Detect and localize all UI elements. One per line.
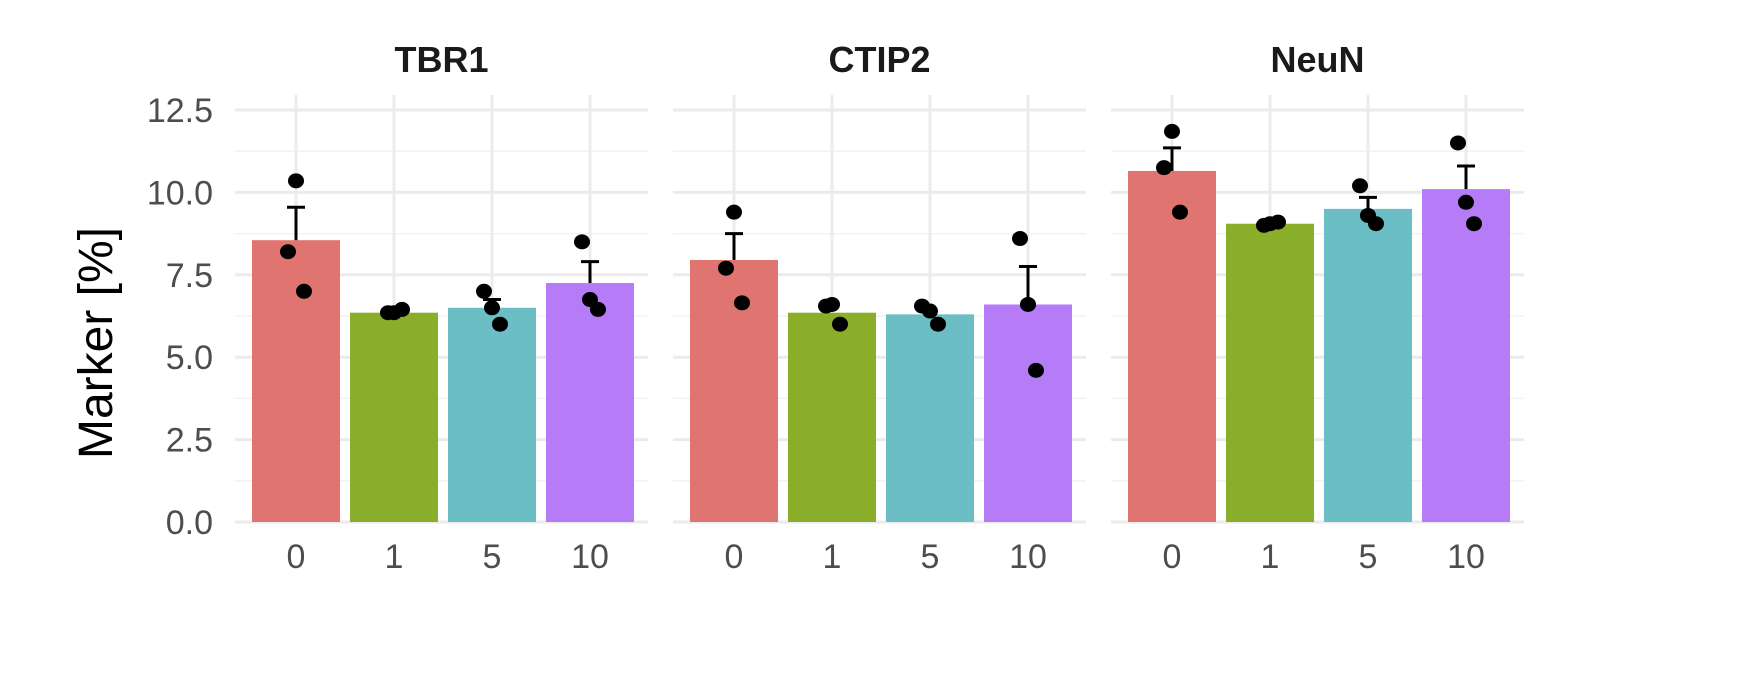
bar [546, 283, 634, 522]
y-tick-label: 12.5 [147, 92, 213, 130]
data-point [476, 283, 492, 299]
data-point [288, 173, 304, 189]
bar [690, 259, 778, 522]
panel-title: TBR1 [394, 39, 488, 80]
data-point [1352, 178, 1368, 194]
x-tick-label: 5 [1359, 538, 1378, 576]
y-tick-label: 10.0 [147, 174, 213, 212]
x-tick-label: 5 [483, 538, 502, 576]
bar [788, 312, 876, 522]
data-point [1450, 135, 1466, 151]
data-point [922, 303, 938, 319]
x-axis-ticks: 0 1 5 10 0 1 5 10 0 1 5 10 [287, 538, 1485, 576]
y-tick-label: 0.0 [166, 504, 213, 542]
panel-titles: TBR1 CTIP2 NeuN [394, 39, 1364, 80]
data-point [930, 316, 946, 332]
bar [252, 240, 340, 522]
x-tick-label: 1 [1261, 538, 1280, 576]
data-point [1020, 296, 1036, 312]
data-point [1012, 231, 1028, 247]
data-point [1458, 194, 1474, 210]
x-tick-label: 1 [385, 538, 404, 576]
x-tick-label: 10 [1447, 538, 1485, 576]
data-point [718, 260, 734, 276]
data-point [1466, 216, 1482, 232]
data-point [1270, 214, 1286, 230]
data-point [1172, 204, 1188, 220]
bar [448, 307, 536, 522]
error-bars [287, 146, 1475, 308]
data-point [1368, 216, 1384, 232]
data-point [574, 234, 590, 250]
x-tick-label: 1 [823, 538, 842, 576]
data-point [394, 301, 410, 317]
x-tick-label: 5 [921, 538, 940, 576]
data-point [280, 244, 296, 260]
bar [1128, 170, 1216, 522]
data-points [280, 123, 1482, 378]
x-tick-label: 10 [1009, 538, 1047, 576]
bar [886, 314, 974, 522]
panel-title: CTIP2 [828, 39, 930, 80]
data-point [734, 295, 750, 311]
x-tick-label: 0 [725, 538, 744, 576]
y-tick-label: 2.5 [166, 422, 213, 460]
bar [984, 304, 1072, 522]
y-tick-label: 7.5 [166, 257, 213, 295]
y-tick-label: 5.0 [166, 339, 213, 377]
x-tick-label: 10 [571, 538, 609, 576]
data-point [484, 300, 500, 316]
data-point [726, 204, 742, 220]
data-point [590, 301, 606, 317]
y-axis-title: Marker [%] [70, 227, 123, 459]
bars [252, 170, 1510, 522]
x-tick-label: 0 [287, 538, 306, 576]
data-point [492, 316, 508, 332]
bar [350, 312, 438, 522]
panel-title: NeuN [1270, 39, 1364, 80]
x-tick-label: 0 [1163, 538, 1182, 576]
data-point [824, 296, 840, 312]
data-point [1164, 123, 1180, 139]
bar [1324, 208, 1412, 522]
data-point [832, 316, 848, 332]
y-axis-ticks: 0.0 2.5 5.0 7.5 10.0 12.5 [147, 92, 213, 542]
data-point [296, 283, 312, 299]
bar [1226, 223, 1314, 522]
data-point [1156, 160, 1172, 176]
bar [1422, 189, 1510, 522]
data-point [1028, 362, 1044, 378]
